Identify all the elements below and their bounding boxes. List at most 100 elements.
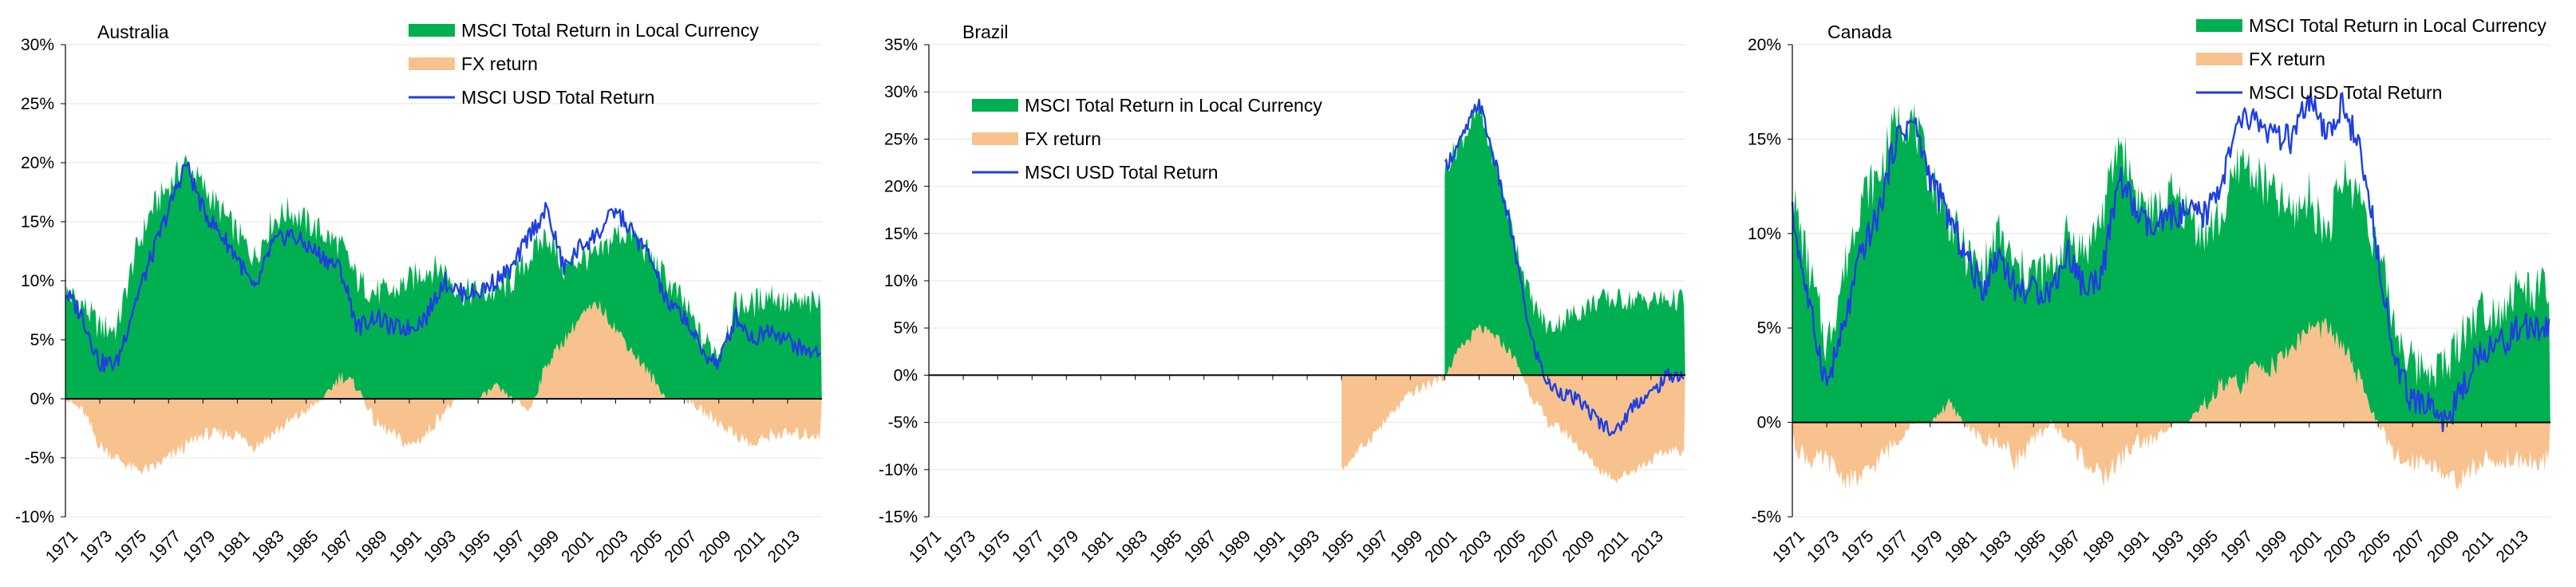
x-tick-label: 1981: [1942, 527, 1981, 566]
x-tick-label: 1973: [1804, 527, 1843, 566]
y-tick-label: 20%: [884, 178, 918, 196]
chart-title: Brazil: [962, 22, 1009, 42]
x-tick-label: 1993: [2148, 527, 2187, 566]
x-tick-label: 2009: [2424, 527, 2463, 566]
x-tick-label: 1987: [2045, 527, 2084, 566]
chart-panel-australia: -10%-5%0%5%10%15%20%25%30%19711973197519…: [15, 20, 822, 566]
chart-panel-brazil: -15%-10%-5%0%5%10%15%20%25%30%35%1971197…: [879, 22, 1685, 566]
x-tick-label: 1993: [421, 527, 460, 566]
y-tick-label: 30%: [21, 36, 54, 54]
x-tick-label: 1981: [214, 527, 253, 566]
x-tick-label: 2003: [1456, 527, 1495, 566]
x-tick-label: 1979: [180, 527, 219, 566]
x-tick-label: 1983: [1976, 527, 2015, 566]
x-tick-label: 1985: [1146, 527, 1185, 566]
legend-label: MSCI Total Return in Local Currency: [461, 20, 759, 41]
x-tick-label: 1981: [1077, 527, 1116, 566]
x-tick-label: 1975: [111, 527, 150, 566]
x-tick-label: 1977: [145, 527, 184, 566]
y-tick-label: 20%: [1748, 36, 1781, 54]
x-tick-label: 2003: [592, 527, 631, 566]
local-currency-return-area: [1792, 103, 2550, 423]
y-tick-label: 15%: [884, 225, 918, 243]
x-tick-label: 1971: [1769, 527, 1808, 566]
legend-label: MSCI USD Total Return: [2249, 82, 2442, 103]
x-tick-label: 1991: [2114, 527, 2153, 566]
legend-label: FX return: [461, 53, 538, 74]
y-tick-label: 15%: [21, 213, 54, 231]
y-tick-label: 0%: [1757, 414, 1781, 432]
legend-swatch: [2196, 53, 2242, 65]
y-tick-label: 5%: [1757, 319, 1781, 337]
legend-swatch: [972, 99, 1018, 112]
y-tick-label: -10%: [879, 461, 918, 479]
x-tick-label: 2013: [765, 527, 804, 566]
x-tick-label: 2011: [2459, 527, 2497, 565]
y-tick-label: -5%: [888, 414, 918, 432]
fx-return-area-early: [1341, 375, 1445, 471]
x-tick-label: 1987: [317, 527, 356, 566]
x-tick-label: 2009: [1559, 527, 1598, 566]
local-currency-return-area: [65, 154, 822, 400]
x-tick-label: 1995: [2183, 527, 2222, 566]
x-tick-label: 2005: [626, 527, 666, 566]
x-tick-label: 1997: [489, 527, 528, 566]
y-tick-label: 20%: [21, 154, 54, 172]
x-tick-label: 1977: [1872, 527, 1911, 566]
x-tick-label: 2013: [2493, 527, 2532, 566]
x-tick-label: 1991: [1250, 527, 1289, 566]
usd-total-return-line: [65, 161, 821, 372]
x-tick-label: 1989: [1215, 527, 1254, 566]
x-tick-label: 1985: [282, 527, 322, 566]
x-tick-label: 1989: [352, 527, 391, 566]
y-tick-label: 10%: [1748, 225, 1781, 243]
y-tick-label: 10%: [21, 272, 54, 290]
y-tick-label: 5%: [894, 319, 918, 337]
x-tick-label: 2005: [1490, 527, 1529, 566]
usd-total-return-line: [1791, 92, 2550, 432]
x-tick-label: 2007: [2389, 527, 2428, 566]
x-tick-label: 1997: [1353, 527, 1392, 566]
y-tick-label: 0%: [894, 366, 918, 384]
x-tick-label: 2011: [1594, 527, 1632, 565]
x-tick-label: 2009: [695, 527, 734, 566]
y-tick-label: -5%: [25, 449, 54, 467]
y-tick-label: -15%: [879, 508, 918, 526]
x-tick-label: 1985: [2010, 527, 2049, 566]
chart-title: Australia: [97, 22, 169, 42]
x-tick-label: 2011: [730, 527, 768, 565]
x-tick-label: 1983: [1112, 527, 1151, 566]
x-tick-label: 1993: [1284, 527, 1323, 566]
x-tick-label: 2007: [1524, 527, 1563, 566]
legend-swatch: [2196, 19, 2242, 32]
y-tick-label: -10%: [15, 508, 54, 526]
x-tick-label: 2001: [1421, 527, 1460, 566]
y-tick-label: 5%: [30, 331, 54, 349]
local-currency-return-area: [1444, 103, 1685, 376]
x-tick-label: 2003: [2321, 527, 2360, 566]
usd-total-return-line: [1444, 98, 1685, 437]
x-tick-label: 1995: [1318, 527, 1357, 566]
legend-swatch: [409, 24, 455, 37]
legend-label: MSCI USD Total Return: [1025, 162, 1218, 183]
x-tick-label: 1983: [248, 527, 287, 566]
x-tick-label: 1999: [1387, 527, 1426, 566]
x-tick-label: 1971: [906, 527, 945, 566]
x-tick-label: 2013: [1628, 527, 1667, 566]
legend-label: MSCI Total Return in Local Currency: [1025, 95, 1322, 116]
x-tick-label: 2001: [558, 527, 597, 566]
y-tick-label: 30%: [884, 83, 918, 101]
x-tick-label: 1989: [2079, 527, 2118, 566]
y-tick-label: 10%: [884, 272, 918, 290]
x-tick-label: 2005: [2355, 527, 2394, 566]
y-tick-label: 0%: [30, 390, 54, 408]
legend-label: MSCI Total Return in Local Currency: [2249, 15, 2546, 36]
y-tick-label: 35%: [884, 36, 918, 54]
x-tick-label: 1999: [2251, 527, 2290, 566]
x-tick-label: 2007: [661, 527, 700, 566]
x-tick-label: 1975: [1838, 527, 1877, 566]
y-tick-label: 25%: [21, 95, 54, 113]
x-tick-label: 1979: [1906, 527, 1946, 566]
